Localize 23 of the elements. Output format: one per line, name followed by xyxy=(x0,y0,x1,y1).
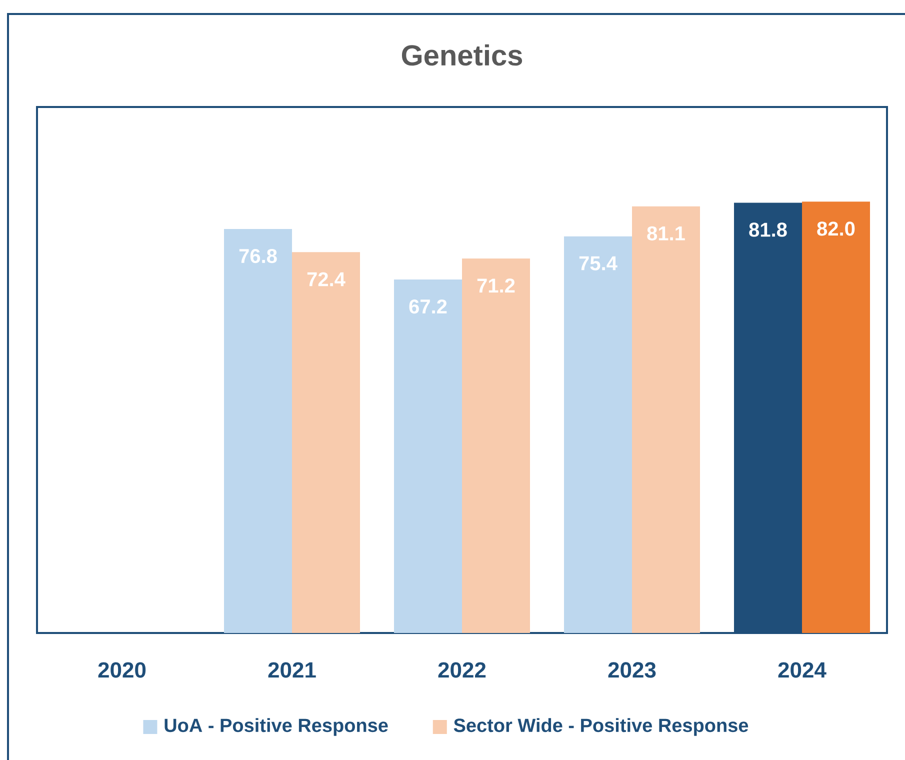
legend-label: UoA - Positive Response xyxy=(164,718,388,736)
x-tick-label: 2022 xyxy=(438,662,486,678)
chart-title: Genetics xyxy=(402,44,522,66)
x-tick-label: 2020 xyxy=(98,662,146,678)
legend-label: Sector Wide - Positive Response xyxy=(454,718,748,736)
bar xyxy=(394,280,462,633)
data-label: 81.8 xyxy=(749,222,787,237)
data-label: 75.4 xyxy=(579,256,618,270)
x-tick-label: 2023 xyxy=(608,662,656,678)
bar xyxy=(632,206,700,633)
bar xyxy=(462,258,530,633)
data-label: 71.2 xyxy=(477,278,515,292)
data-label: 81.1 xyxy=(647,226,685,240)
bar xyxy=(564,236,632,633)
bar xyxy=(292,252,360,633)
x-tick-label: 2024 xyxy=(778,662,826,678)
data-label: 76.8 xyxy=(239,248,277,264)
x-tick-label: 2021 xyxy=(268,662,316,678)
data-label: 82.0 xyxy=(817,222,855,236)
data-label: 67.2 xyxy=(409,299,447,314)
data-label: 72.4 xyxy=(307,272,346,286)
bar xyxy=(802,202,870,633)
bar xyxy=(224,229,292,633)
